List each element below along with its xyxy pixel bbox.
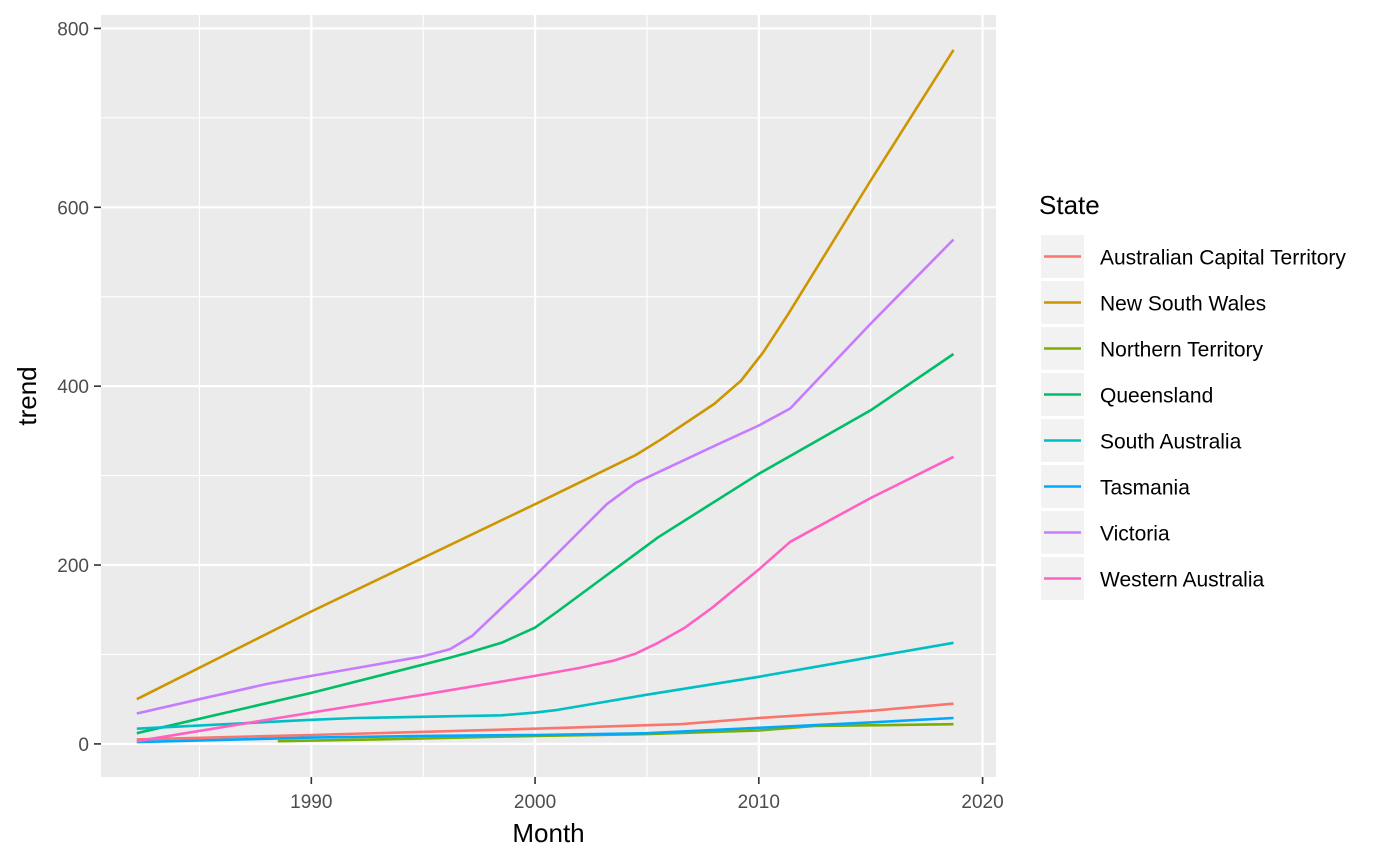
legend-label: Western Australia — [1100, 569, 1265, 592]
y-axis: 0 200 400 600 800 — [57, 19, 101, 756]
minor-gridlines — [101, 15, 996, 777]
y-axis-title: trend — [12, 366, 42, 425]
legend-label: Australian Capital Territory — [1100, 247, 1346, 270]
y-tick-label: 200 — [57, 556, 89, 577]
y-tick-label: 0 — [78, 735, 89, 756]
series-lines — [136, 49, 955, 744]
legend-label: South Australia — [1100, 431, 1242, 454]
legend-title: State — [1039, 190, 1100, 220]
series-line — [136, 716, 954, 744]
series-line — [136, 352, 955, 735]
x-axis-title: Month — [512, 818, 584, 848]
y-tick-label: 400 — [57, 377, 89, 398]
series-line — [136, 641, 954, 730]
series-line — [136, 238, 955, 715]
x-axis: 1990 2000 2010 2020 — [290, 777, 1004, 813]
x-tick-label: 2020 — [961, 792, 1003, 813]
legend-label: Victoria — [1100, 523, 1170, 546]
legend-label: Queensland — [1100, 385, 1213, 408]
legend: Australian Capital Territory New South Wa… — [1041, 235, 1346, 600]
x-tick-label: 2000 — [514, 792, 556, 813]
y-tick-label: 600 — [57, 198, 89, 219]
major-gridlines — [101, 15, 996, 777]
y-tick-label: 800 — [57, 19, 89, 40]
legend-label: New South Wales — [1100, 293, 1266, 316]
x-tick-label: 2010 — [738, 792, 780, 813]
series-line — [136, 49, 955, 701]
legend-label: Northern Territory — [1100, 339, 1263, 362]
series-line — [136, 702, 954, 741]
x-tick-label: 1990 — [290, 792, 332, 813]
legend-label: Tasmania — [1100, 477, 1190, 500]
plot-panel — [101, 15, 996, 777]
series-line — [136, 455, 955, 743]
